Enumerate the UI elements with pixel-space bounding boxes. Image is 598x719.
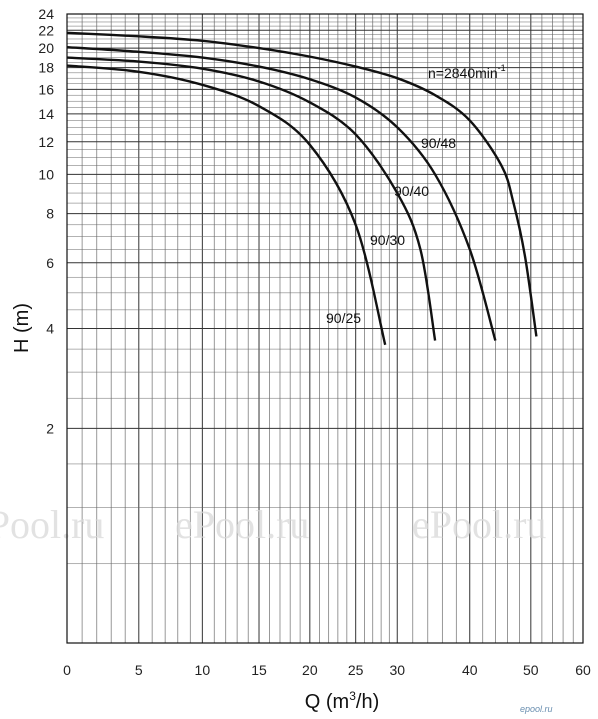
y-tick-label: 12 — [38, 134, 54, 150]
curve-label-90-40: 90/40 — [394, 183, 429, 199]
y-tick-label: 6 — [46, 255, 54, 271]
curve-label-90-25: 90/25 — [326, 310, 361, 326]
curves — [66, 31, 538, 346]
x-axis-title: Q (m3/h) — [305, 689, 379, 713]
x-tick-label: 10 — [195, 662, 211, 678]
x-tick-label: 50 — [523, 662, 539, 678]
x-tick-label: 0 — [63, 662, 71, 678]
y-tick-label: 20 — [38, 40, 54, 56]
watermark-text: ePool.ru — [412, 502, 546, 547]
curve-label-90-48: 90/48 — [421, 135, 456, 151]
x-tick-label: 25 — [348, 662, 364, 678]
y-tick-label: 8 — [46, 206, 54, 222]
y-tick-label: 4 — [46, 321, 54, 337]
curve-label-90-30: 90/30 — [370, 232, 405, 248]
plot-frame — [66, 13, 584, 644]
x-tick-label: 30 — [389, 662, 405, 678]
watermarks: ePool.ru ePool.ru ePool.ru — [0, 502, 546, 547]
y-tick-label: 10 — [38, 166, 54, 182]
curve-90-30 — [66, 56, 437, 341]
x-ticks: 0 5 10 15 20 25 30 40 50 60 — [63, 662, 591, 678]
brand-mark: epool.ru — [520, 704, 553, 714]
y-tick-label: 22 — [38, 22, 54, 38]
speed-label: n=2840min-1 — [428, 63, 506, 81]
y-tick-label: 24 — [38, 6, 54, 22]
labels: Q (m3/h) H (m) n=2840min-1 90/48 90/40 90/30 9… — [11, 63, 506, 713]
x-tick-label: 5 — [135, 662, 143, 678]
x-tick-label: 60 — [575, 662, 591, 678]
curve-90-40 — [66, 45, 497, 341]
y-axis-title: H (m) — [11, 303, 33, 353]
x-tick-label: 40 — [462, 662, 478, 678]
curve-90-48 — [66, 31, 538, 337]
y-tick-label: 2 — [46, 420, 54, 436]
curve-90-25 — [66, 64, 387, 346]
x-tick-label: 15 — [251, 662, 267, 678]
y-tick-label: 18 — [38, 60, 54, 76]
y-tick-label: 14 — [38, 106, 54, 122]
grid — [67, 14, 583, 643]
watermark-text: ePool.ru — [175, 502, 309, 547]
watermark-text: ePool.ru — [0, 502, 104, 547]
y-tick-label: 16 — [38, 81, 54, 97]
x-tick-label: 20 — [302, 662, 318, 678]
